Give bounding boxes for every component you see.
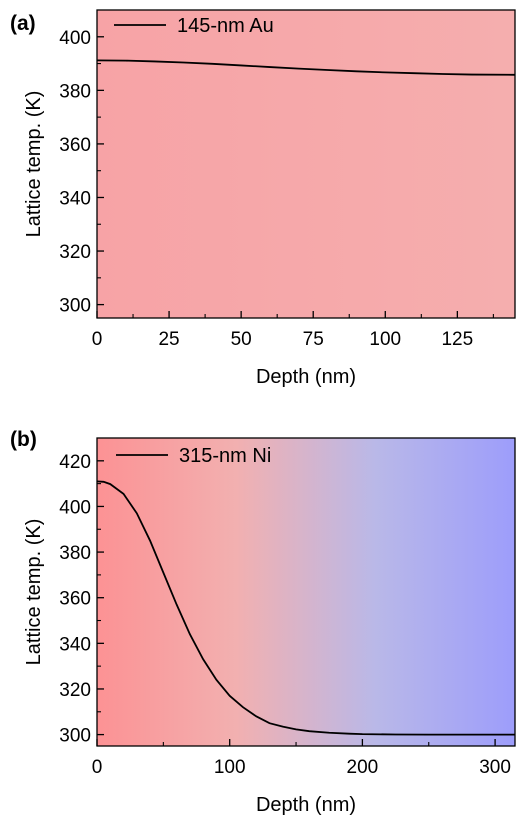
x-tick-label: 100 [214, 757, 246, 778]
y-tick-label: 300 [59, 296, 91, 317]
x-tick-label: 50 [231, 329, 252, 350]
legend-label: 145-nm Au [177, 15, 274, 37]
x-tick-label: 300 [479, 757, 511, 778]
x-tick-label: 100 [369, 329, 401, 350]
x-tick-label: 125 [441, 329, 473, 350]
y-tick-label: 360 [59, 135, 91, 156]
plot-background [97, 438, 515, 746]
y-tick-label: 320 [59, 242, 91, 263]
y-axis-label: Lattice temp. (K) [23, 519, 45, 666]
x-tick-label: 0 [92, 329, 103, 350]
y-tick-label: 320 [59, 680, 91, 701]
panel-a: 0 25 50 75 100 125 300 320 340 360 380 400 Depth (nm… [10, 9, 516, 388]
y-tick-label: 400 [59, 497, 91, 518]
x-tick-label: 0 [92, 757, 103, 778]
y-tick-label: 380 [59, 543, 91, 564]
series-line [96, 59, 516, 76]
y-tick-label: 400 [59, 28, 91, 49]
y-tick-label: 300 [59, 726, 91, 747]
x-tick-label: 25 [158, 329, 179, 350]
x-axis-label: Depth (nm) [256, 366, 356, 388]
plot-background [97, 10, 515, 318]
y-tick-label: 340 [59, 188, 91, 209]
x-tick-label: 75 [303, 329, 324, 350]
series-line [96, 480, 515, 736]
panel-label: (a) [10, 12, 36, 35]
legend-label: 315-nm Ni [179, 445, 271, 467]
y-axis-label: Lattice temp. (K) [23, 91, 45, 238]
x-axis-label: Depth (nm) [256, 794, 356, 816]
plot-frame [96, 437, 516, 747]
y-tick-label: 340 [59, 634, 91, 655]
y-tick-label: 360 [59, 589, 91, 610]
plot-frame [96, 9, 516, 319]
y-tick-label: 380 [59, 81, 91, 102]
panel-b: 0 100 200 300 300 320 340 360 380 400 420 Depth (nm… [10, 428, 516, 816]
panel-label: (b) [10, 428, 37, 451]
x-tick-label: 200 [347, 757, 379, 778]
y-tick-label: 420 [59, 452, 91, 473]
